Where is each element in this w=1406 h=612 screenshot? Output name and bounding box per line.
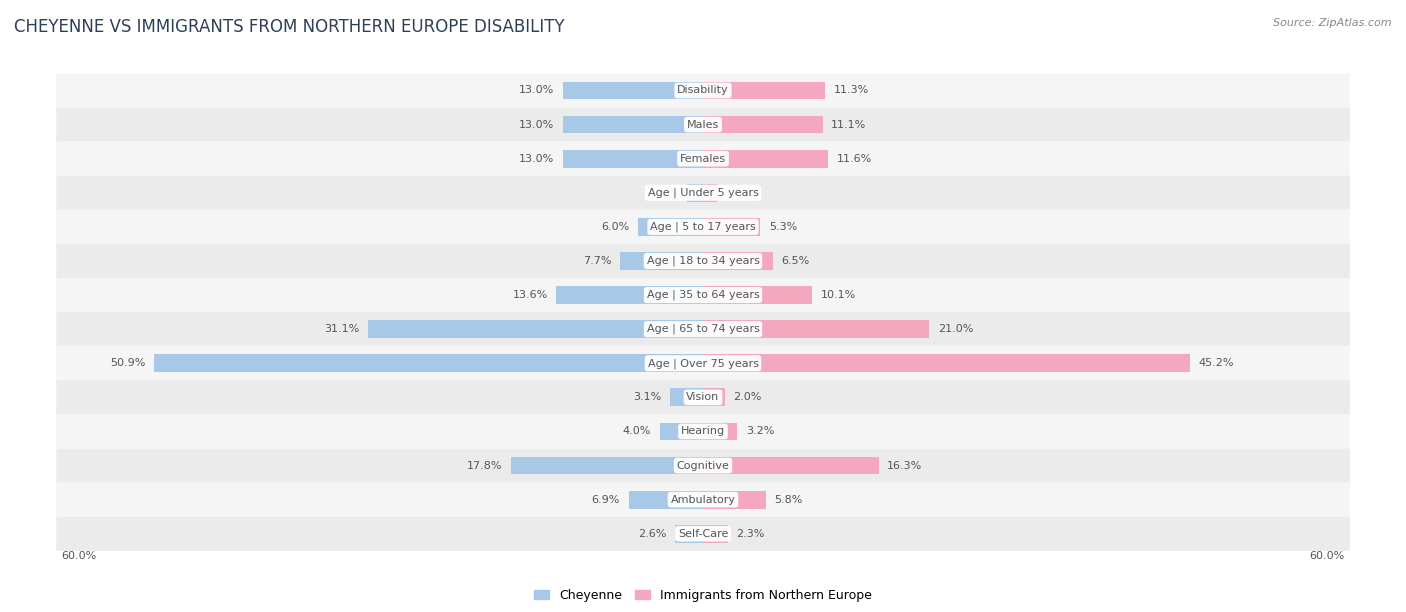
Text: 50.9%: 50.9% <box>110 358 146 368</box>
Text: Age | 65 to 74 years: Age | 65 to 74 years <box>647 324 759 334</box>
Text: 21.0%: 21.0% <box>938 324 973 334</box>
Text: 13.0%: 13.0% <box>519 119 554 130</box>
Text: 6.0%: 6.0% <box>602 222 630 232</box>
FancyBboxPatch shape <box>56 141 1350 176</box>
Text: 17.8%: 17.8% <box>467 461 502 471</box>
Bar <box>675 525 703 543</box>
Text: Males: Males <box>688 119 718 130</box>
Bar <box>557 286 703 304</box>
FancyBboxPatch shape <box>56 210 1350 244</box>
FancyBboxPatch shape <box>56 517 1350 551</box>
Bar <box>703 286 811 304</box>
Text: 2.3%: 2.3% <box>737 529 765 539</box>
Text: 2.0%: 2.0% <box>733 392 762 402</box>
Bar <box>703 354 1191 372</box>
Bar <box>703 423 738 440</box>
Bar <box>368 320 703 338</box>
Bar <box>669 389 703 406</box>
Text: 7.7%: 7.7% <box>583 256 612 266</box>
Text: Self-Care: Self-Care <box>678 529 728 539</box>
Text: Disability: Disability <box>678 86 728 95</box>
Text: Age | 18 to 34 years: Age | 18 to 34 years <box>647 256 759 266</box>
FancyBboxPatch shape <box>56 176 1350 210</box>
Text: Hearing: Hearing <box>681 427 725 436</box>
Bar <box>638 218 703 236</box>
Legend: Cheyenne, Immigrants from Northern Europe: Cheyenne, Immigrants from Northern Europ… <box>534 589 872 602</box>
FancyBboxPatch shape <box>56 73 1350 108</box>
Bar <box>512 457 703 474</box>
Bar <box>703 320 929 338</box>
Text: 31.1%: 31.1% <box>323 324 359 334</box>
Text: 60.0%: 60.0% <box>1309 551 1344 561</box>
Text: 11.1%: 11.1% <box>831 119 866 130</box>
Bar <box>620 252 703 270</box>
Bar <box>703 150 828 168</box>
Bar <box>703 218 761 236</box>
Bar <box>562 81 703 99</box>
FancyBboxPatch shape <box>56 449 1350 483</box>
Bar <box>703 252 773 270</box>
Text: 3.1%: 3.1% <box>633 392 661 402</box>
FancyBboxPatch shape <box>56 108 1350 141</box>
Text: Age | 5 to 17 years: Age | 5 to 17 years <box>650 222 756 232</box>
Text: 11.3%: 11.3% <box>834 86 869 95</box>
FancyBboxPatch shape <box>56 414 1350 449</box>
Text: 3.2%: 3.2% <box>747 427 775 436</box>
Bar <box>703 184 717 201</box>
Text: 13.0%: 13.0% <box>519 154 554 163</box>
Bar <box>688 184 703 201</box>
FancyBboxPatch shape <box>56 483 1350 517</box>
Text: 4.0%: 4.0% <box>623 427 651 436</box>
FancyBboxPatch shape <box>56 244 1350 278</box>
Text: Source: ZipAtlas.com: Source: ZipAtlas.com <box>1274 18 1392 28</box>
Bar <box>659 423 703 440</box>
Text: Vision: Vision <box>686 392 720 402</box>
Bar <box>155 354 703 372</box>
Text: 5.3%: 5.3% <box>769 222 797 232</box>
Text: 13.6%: 13.6% <box>513 290 548 300</box>
FancyBboxPatch shape <box>56 278 1350 312</box>
FancyBboxPatch shape <box>56 380 1350 414</box>
Text: Age | 35 to 64 years: Age | 35 to 64 years <box>647 290 759 300</box>
FancyBboxPatch shape <box>56 346 1350 380</box>
Text: Age | Over 75 years: Age | Over 75 years <box>648 358 758 368</box>
Text: 10.1%: 10.1% <box>821 290 856 300</box>
Text: CHEYENNE VS IMMIGRANTS FROM NORTHERN EUROPE DISABILITY: CHEYENNE VS IMMIGRANTS FROM NORTHERN EUR… <box>14 18 565 36</box>
Bar <box>628 491 703 509</box>
Text: 6.5%: 6.5% <box>782 256 810 266</box>
Text: 1.3%: 1.3% <box>725 188 754 198</box>
Bar <box>703 389 724 406</box>
Bar <box>703 116 823 133</box>
Bar <box>703 457 879 474</box>
Text: Cognitive: Cognitive <box>676 461 730 471</box>
FancyBboxPatch shape <box>56 312 1350 346</box>
Bar <box>703 491 765 509</box>
Text: 11.6%: 11.6% <box>837 154 872 163</box>
Text: Ambulatory: Ambulatory <box>671 494 735 505</box>
Text: Age | Under 5 years: Age | Under 5 years <box>648 187 758 198</box>
Text: 13.0%: 13.0% <box>519 86 554 95</box>
Text: 1.5%: 1.5% <box>650 188 678 198</box>
Text: Females: Females <box>681 154 725 163</box>
Text: 6.9%: 6.9% <box>592 494 620 505</box>
Bar <box>562 116 703 133</box>
Bar <box>562 150 703 168</box>
Text: 45.2%: 45.2% <box>1199 358 1234 368</box>
Text: 5.8%: 5.8% <box>775 494 803 505</box>
Text: 2.6%: 2.6% <box>638 529 666 539</box>
Bar <box>703 525 728 543</box>
Text: 16.3%: 16.3% <box>887 461 922 471</box>
Text: 60.0%: 60.0% <box>62 551 97 561</box>
Bar <box>703 81 825 99</box>
